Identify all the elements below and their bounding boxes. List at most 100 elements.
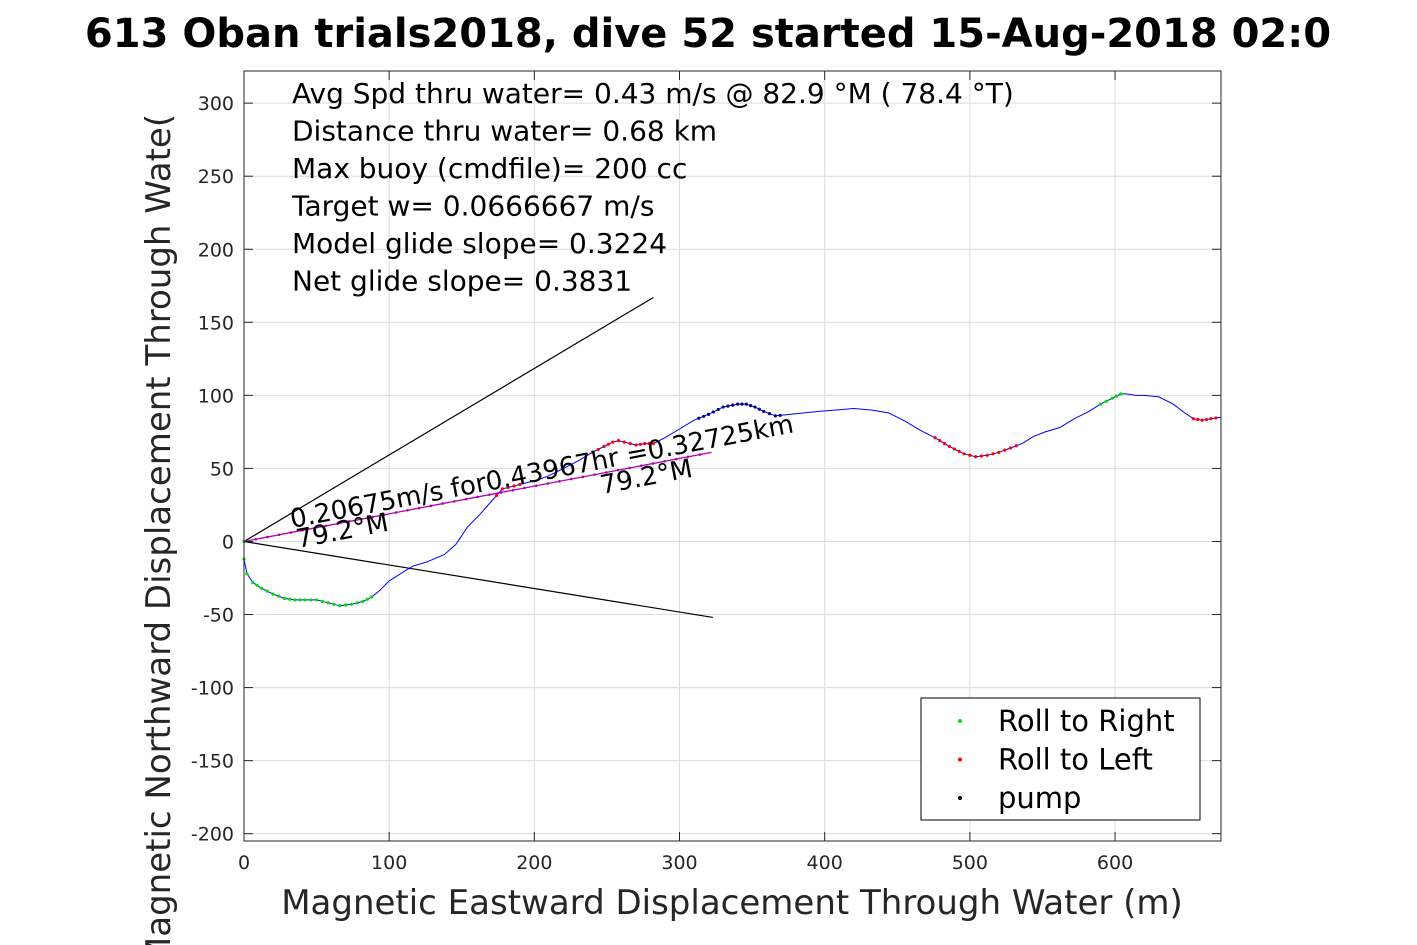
roll-left-marker (1014, 444, 1018, 448)
roll-right-marker (277, 594, 281, 598)
heading-cone (243, 296, 713, 619)
roll-left-marker (596, 447, 600, 452)
x-tick-label: 300 (661, 852, 697, 874)
roll-right-marker (1104, 399, 1108, 403)
pump-marker (721, 405, 725, 409)
current-marker (441, 502, 444, 505)
current-marker (616, 468, 620, 472)
current-marker (359, 517, 363, 521)
roll-left-marker (611, 440, 615, 444)
roll-right-marker (309, 598, 313, 602)
y-tick-label: -200 (191, 824, 234, 846)
y-tick-label: 250 (198, 166, 234, 188)
x-tick-label: 100 (371, 852, 407, 874)
pump-marker (731, 403, 735, 407)
roll-left-marker (494, 493, 499, 498)
roll-right-marker (1114, 394, 1119, 398)
legend-marker (958, 719, 962, 723)
roll-right-marker (1110, 396, 1114, 400)
roll-right-marker (265, 589, 269, 593)
y-tick-label: -100 (191, 678, 234, 700)
chart-title: 613 Oban trials2018, dive 52 started 15-… (85, 11, 1331, 57)
roll-left-marker (952, 447, 956, 451)
roll-left-marker (933, 436, 937, 440)
annotation-line: Net glide slope= 0.3831 (292, 265, 632, 298)
current-marker (698, 453, 702, 456)
y-axis-label: Magnetic Northward Displacement Through … (139, 114, 179, 945)
roll-left-marker (1214, 416, 1218, 420)
legend: Roll to Right Roll to Left pump (920, 697, 1201, 821)
current-marker (371, 515, 374, 519)
current-marker (511, 488, 515, 492)
current-marker (406, 508, 409, 512)
roll-right-marker (326, 601, 330, 605)
current-marker (336, 522, 339, 525)
pump-marker (753, 405, 757, 409)
current-marker (464, 497, 468, 501)
current-marker (417, 506, 421, 510)
cone-line (243, 296, 654, 542)
pump-marker (749, 403, 753, 408)
current-marker (523, 486, 526, 490)
y-tick-label: 0 (222, 531, 234, 553)
legend-marker (958, 757, 962, 762)
roll-left-marker (647, 441, 651, 446)
roll-left-marker (985, 453, 989, 457)
roll-left-marker (997, 450, 1001, 454)
roll-right-marker (338, 604, 342, 608)
roll-left-marker (506, 485, 510, 490)
roll-left-marker (1003, 448, 1007, 452)
current-marker (569, 477, 573, 481)
pump-marker (711, 410, 715, 414)
pump-marker (706, 412, 711, 416)
plot-frame (243, 70, 1222, 842)
current-marker (324, 524, 328, 528)
roll-left-marker (606, 442, 610, 446)
roll-right-marker (1098, 402, 1103, 406)
roll-right-marker (288, 597, 292, 601)
roll-left-marker (979, 454, 984, 458)
roll-right-marker (344, 603, 348, 607)
roll-right-marker (271, 592, 275, 596)
legend-box (920, 697, 1201, 821)
roll-left-marker (962, 452, 966, 456)
glider-track (243, 393, 1222, 607)
roll-left-marker (957, 449, 961, 453)
current-marker (289, 531, 293, 534)
roll-left-marker (1191, 417, 1196, 421)
y-tick-label: 200 (198, 239, 234, 261)
x-tick-label: 600 (1097, 852, 1133, 874)
current-marker (546, 482, 550, 485)
roll-left-marker (1209, 417, 1213, 421)
pump-marker (767, 412, 772, 416)
pump-marker (697, 416, 701, 420)
roll-left-marker (1196, 417, 1200, 422)
pump-marker (716, 407, 720, 412)
roll-left-marker (622, 440, 626, 444)
x-tick-label: 400 (807, 852, 843, 874)
roll-left-marker (974, 455, 978, 459)
roll-left-marker (590, 450, 595, 454)
x-tick-label: 500 (952, 852, 988, 874)
x-axis-label: Magnetic Eastward Displacement Through W… (281, 883, 1183, 923)
current-marker (254, 537, 257, 541)
roll-left-marker (938, 439, 942, 443)
y-tick-label: 50 (210, 458, 234, 480)
current-marker (581, 475, 585, 479)
roll-left-marker (1008, 446, 1013, 450)
roll-right-marker (370, 595, 374, 599)
current-marker (686, 455, 690, 459)
current-marker (347, 520, 351, 523)
current-marker (266, 535, 269, 539)
current-marker (604, 471, 608, 474)
track-line (243, 393, 1222, 607)
axis-ticks: 0 100 200 300 400 500 600300250200150100500-50… (191, 71, 1221, 874)
roll-left-marker (651, 441, 655, 446)
roll-left-marker (991, 452, 995, 456)
roll-right-marker (355, 601, 359, 605)
current-marker (394, 511, 398, 514)
pump-marker (735, 402, 740, 406)
roll-right-marker (255, 583, 259, 587)
roll-right-marker (298, 598, 302, 602)
